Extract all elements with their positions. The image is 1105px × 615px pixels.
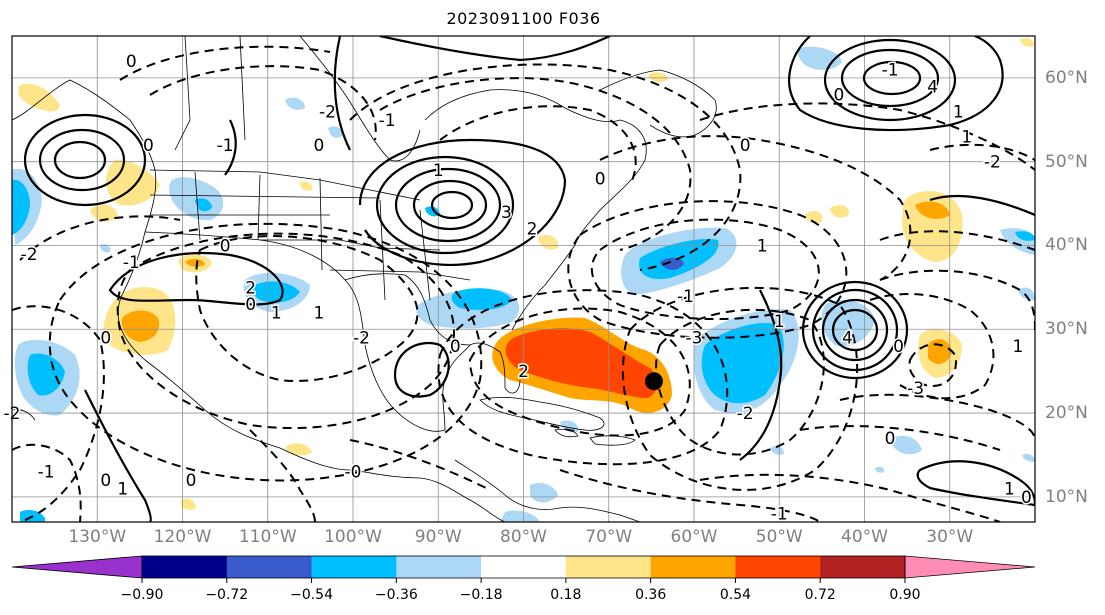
map-frame xyxy=(11,35,1036,523)
contour-label: 0 xyxy=(834,86,845,106)
latitude-label: 60°N xyxy=(1045,67,1088,88)
contour-label: -3 xyxy=(907,379,924,399)
contour-label: 2 xyxy=(245,278,256,298)
contour-label: 0 xyxy=(1021,488,1032,508)
contour-label: 4 xyxy=(927,77,938,97)
storm-center-marker xyxy=(644,372,663,391)
contour-label: -3 xyxy=(686,329,703,349)
longitude-label: 70°W xyxy=(585,527,633,547)
latitude-label: 50°N xyxy=(1045,151,1088,172)
longitude-label: 30°W xyxy=(926,527,974,547)
contour-label: -2 xyxy=(737,404,754,424)
contour-label: 0 xyxy=(100,329,111,349)
graticule xyxy=(12,36,1035,522)
colorbar-segment xyxy=(650,556,736,578)
longitude-label: 40°W xyxy=(841,527,888,547)
colorbar-tick-label: 0.36 xyxy=(635,587,667,603)
contour-label: 0 xyxy=(143,136,154,156)
longitude-label: 60°W xyxy=(670,527,718,547)
colorbar-tick-label: 0.18 xyxy=(550,587,582,603)
contour-label: 0 xyxy=(595,169,606,189)
longitude-label: 130°W xyxy=(68,527,127,547)
contour-label: -1 xyxy=(677,287,694,307)
latitude-label: 20°N xyxy=(1045,403,1088,424)
shading-layer xyxy=(12,38,1035,522)
latitude-label: 10°N xyxy=(1045,486,1088,507)
contour-label: -1 xyxy=(123,253,140,273)
colorbar-segment xyxy=(311,556,397,578)
contour-label: -1 xyxy=(882,61,899,81)
contour-label: 1 xyxy=(313,304,324,324)
contour-label: 1 xyxy=(961,128,972,148)
contour-label: 0 xyxy=(245,295,256,315)
contour-label: 0 xyxy=(126,52,137,72)
latitude-label: 40°N xyxy=(1045,235,1088,256)
contour-label: -2 xyxy=(319,102,336,122)
contour-label: 1 xyxy=(757,236,768,256)
contour-label: 1 xyxy=(953,102,964,122)
contour-label: 1 xyxy=(774,312,785,332)
contour-label: -1 xyxy=(771,505,788,525)
contour-label: -2 xyxy=(353,329,370,349)
colorbar-segment xyxy=(142,556,228,578)
contour-label: 4 xyxy=(842,329,853,349)
contour-lines xyxy=(12,36,1035,522)
contour-label: 1 xyxy=(117,479,128,499)
colorbar-tick-label: −0.18 xyxy=(459,587,503,603)
longitude-label: 80°W xyxy=(500,527,547,547)
longitude-label: 110°W xyxy=(238,527,297,547)
contour-label: 0 xyxy=(450,337,461,357)
colorbar-tick-label: −0.36 xyxy=(374,587,418,603)
latitude-label: 30°N xyxy=(1045,319,1088,340)
colorbar-tick-label: 0.72 xyxy=(804,587,836,603)
colorbar-tick-label: −0.72 xyxy=(205,587,249,603)
colorbar-tick-label: 0.54 xyxy=(719,587,752,603)
colorbar-extend-high xyxy=(904,555,1036,579)
longitude-label: 50°W xyxy=(755,527,803,547)
contour-label: -1 xyxy=(379,111,396,131)
contour-label: -2 xyxy=(21,245,38,265)
colorbar-segment xyxy=(226,556,313,578)
colorbar-extend-low xyxy=(11,555,143,579)
longitude-label: 90°W xyxy=(414,527,462,547)
contour-label: 0 xyxy=(740,136,751,156)
contour-label: 0 xyxy=(186,471,197,491)
contour-label: 0 xyxy=(220,236,231,256)
contour-label: 1 xyxy=(271,304,282,324)
contour-label: -1 xyxy=(38,463,55,483)
colorbar-tick-label: −0.54 xyxy=(290,587,333,603)
colorbar xyxy=(11,555,1036,583)
colorbar-segment xyxy=(735,556,821,578)
contour-label: 2 xyxy=(518,362,529,382)
contour-label: 0 xyxy=(100,471,111,491)
longitude-label: 100°W xyxy=(324,527,382,547)
contour-label: 1 xyxy=(433,161,444,181)
colorbar-segment xyxy=(396,556,482,578)
colorbar-segment xyxy=(565,556,652,578)
coastlines xyxy=(12,36,717,522)
contour-label: 1 xyxy=(1004,479,1015,499)
contour-label: 1 xyxy=(1013,337,1024,357)
contour-label: -1 xyxy=(217,136,234,156)
colorbar-tick-label: −0.90 xyxy=(120,587,164,603)
contour-label: -2 xyxy=(984,153,1001,173)
contour-label: 2 xyxy=(527,220,538,240)
colorbar-segment xyxy=(820,556,906,578)
contour-label: 0 xyxy=(893,337,904,357)
contour-label: 0 xyxy=(313,136,324,156)
colorbar-segment xyxy=(481,556,567,578)
colorbar-tick-label: 0.90 xyxy=(889,587,921,603)
colorbar-outline xyxy=(141,555,906,579)
contour-label: 3 xyxy=(501,203,512,223)
contour-label: 0 xyxy=(885,429,896,449)
map-title: 2023091100 F036 xyxy=(446,9,601,28)
contour-label: -0 xyxy=(345,463,362,483)
longitude-label: 120°W xyxy=(153,527,212,547)
